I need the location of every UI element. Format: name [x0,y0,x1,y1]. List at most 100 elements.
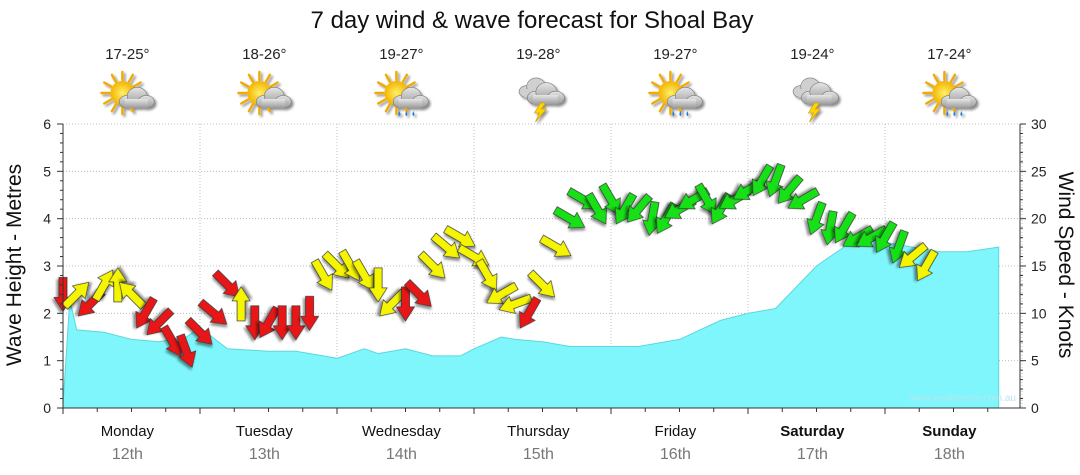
chart-title: 7 day wind & wave forecast for Shoal Bay [311,7,754,34]
wind-arrow [368,267,388,303]
wind-arrow [108,267,128,303]
wind-arrow [752,163,775,197]
wind-arrow [197,298,228,325]
wind-arrow [146,307,175,336]
right-tick-label: 0 [1031,400,1039,416]
day-date: 17th [797,446,828,463]
left-tick-label: 4 [43,211,51,227]
day-name: Monday [101,423,155,440]
temperature-row: 17-25° 18-26° 19-27° 19-28° 19-27° 19-24° 17-2… [105,46,971,63]
wind-arrow [379,288,408,317]
right-axis-ticks: 0 5 10 15 20 25 30 [1020,116,1047,416]
wind-arrow [475,258,498,291]
weather-icons-row [100,70,977,123]
sun-cloud-rain-icon [374,70,429,116]
sun-cloud-rain-icon [648,70,703,116]
day-date: 13th [249,446,280,463]
cloud-shape [666,87,703,109]
right-tick-label: 20 [1031,211,1047,227]
wind-arrow [787,187,821,210]
wind-arrow [395,286,416,322]
day-temperature: 17-24° [927,46,971,63]
cloud-shape [392,87,429,109]
left-tick-label: 0 [43,400,51,416]
partly-cloudy-icon [237,70,292,116]
wind-arrow [417,250,446,279]
wind-arrow [527,269,555,298]
wind-arrow [584,191,607,225]
wind-arrow [135,296,158,329]
day-name: Tuesday [236,423,293,440]
cloud-shape [255,87,292,109]
wind-arrow [820,210,840,246]
day-labels: Monday 12th Tuesday 13th Wednesday 14th Thursd… [101,423,977,463]
right-tick-label: 10 [1031,305,1047,321]
day-name: Thursday [507,423,570,440]
wind-arrows [53,163,939,368]
left-tick-label: 1 [43,353,51,369]
day-temperature: 18-26° [242,46,286,63]
left-tick-label: 6 [43,116,51,132]
wind-arrow [694,182,717,215]
watermark: www.seabreeze.com.au [909,393,1016,404]
day-date: 18th [934,446,965,463]
thunderstorm-icon [792,77,839,123]
left-tick-label: 3 [43,258,51,274]
wind-arrow [916,248,939,282]
day-date: 16th [660,446,691,463]
wind-arrow [777,174,804,204]
wind-arrow [310,258,333,291]
left-axis-ticks: 0 1 2 3 4 5 6 [43,116,63,416]
partly-cloudy-icon [100,70,155,116]
wind-arrow [430,232,461,259]
wind-arrow [875,220,898,253]
wind-arrow [231,286,251,322]
wind-arrow [842,225,875,248]
day-temperature: 17-25° [105,46,149,63]
day-date: 15th [523,446,554,463]
wind-arrow [538,234,572,257]
wind-arrow [403,279,432,307]
wind-arrow [351,258,375,291]
wind-arrow [321,250,350,279]
wind-arrow [806,200,827,236]
wind-arrow [443,225,476,248]
wind-arrow [61,281,90,310]
right-tick-label: 5 [1031,353,1039,369]
day-name: Sunday [922,423,977,440]
day-date: 12th [112,446,143,463]
wind-arrow [898,242,929,268]
left-tick-label: 5 [43,163,51,179]
wind-arrow [258,305,281,339]
day-temperature: 19-27° [653,46,697,63]
cloud-shape [118,87,155,109]
day-temperature: 19-24° [790,46,834,63]
wind-arrow [299,295,320,331]
right-tick-label: 30 [1031,116,1047,132]
cloud-shape [800,82,839,105]
wind-arrow [627,193,653,223]
right-tick-label: 15 [1031,258,1047,274]
day-name: Wednesday [362,423,441,440]
wind-arrow [834,210,857,244]
day-temperature: 19-28° [516,46,560,63]
right-tick-label: 25 [1031,163,1047,179]
wind-arrow [176,333,197,368]
cloud-shape [940,87,977,109]
thunderstorm-icon [518,77,565,123]
left-axis-label: Wave Height - Metres [3,164,26,366]
day-name: Saturday [780,423,845,440]
wind-arrow [642,200,662,237]
wind-arrow [184,316,213,345]
wind-arrow [598,182,621,215]
right-axis-label: Wind Speed - Knots [1054,172,1077,359]
cloud-shape [526,82,565,105]
wind-arrow [519,296,542,329]
day-name: Friday [655,423,697,440]
wind-arrow [615,191,638,225]
left-tick-label: 2 [43,305,51,321]
wind-arrow [486,281,519,305]
day-date: 14th [386,446,417,463]
wind-arrow [286,305,306,341]
sun-cloud-rain-icon [922,70,977,116]
